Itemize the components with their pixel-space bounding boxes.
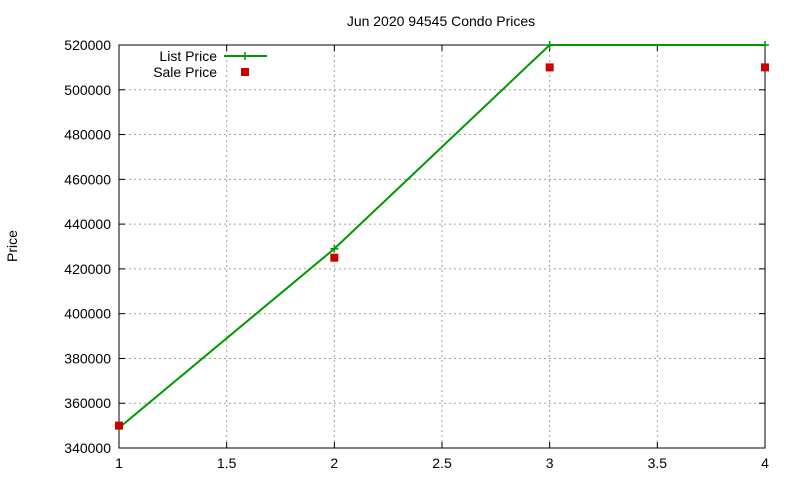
list-price-point: [545, 41, 554, 49]
legend-plus-marker: [241, 52, 249, 60]
y-tick-label: 360000: [64, 395, 111, 411]
x-tick-label: 1.5: [217, 455, 237, 471]
grid: [119, 45, 765, 448]
sale-price-point: [330, 253, 339, 262]
sale-price-point: [115, 421, 123, 430]
legend-label: List Price: [159, 48, 217, 64]
data-series: [115, 41, 769, 432]
x-tick-label: 2: [330, 455, 338, 471]
y-tick-label: 520000: [64, 37, 111, 53]
y-tick-label: 440000: [64, 216, 111, 232]
x-tick-label: 2.5: [432, 455, 452, 471]
legend-label: Sale Price: [153, 64, 217, 80]
plot-frame: [118, 44, 766, 449]
y-tick-label: 460000: [64, 171, 111, 187]
x-tick-label: 1: [115, 455, 123, 471]
chart-title: Jun 2020 94545 Condo Prices: [347, 13, 535, 29]
y-axis-label: Price: [4, 230, 20, 262]
list-price-point: [761, 41, 769, 49]
y-tick-label: 420000: [64, 261, 111, 277]
legend-square-marker: [241, 68, 249, 76]
list-price-line: [118, 44, 765, 429]
list-price-point: [330, 244, 339, 253]
x-tick-label: 3: [546, 455, 554, 471]
sale-price-point: [545, 63, 554, 72]
y-tick-label: 380000: [64, 350, 111, 366]
x-tick-label: 3.5: [648, 455, 668, 471]
y-tick-label: 500000: [64, 82, 111, 98]
tick-labels: 1 1.5 2 2.5 3 3.5 4 340000 360000 380000 400000 420…: [64, 37, 769, 471]
y-tick-label: 400000: [64, 306, 111, 322]
y-tick-label: 340000: [64, 440, 111, 456]
x-tick-label: 4: [761, 455, 769, 471]
y-tick-label: 480000: [64, 127, 111, 143]
sale-price-point: [761, 63, 769, 72]
